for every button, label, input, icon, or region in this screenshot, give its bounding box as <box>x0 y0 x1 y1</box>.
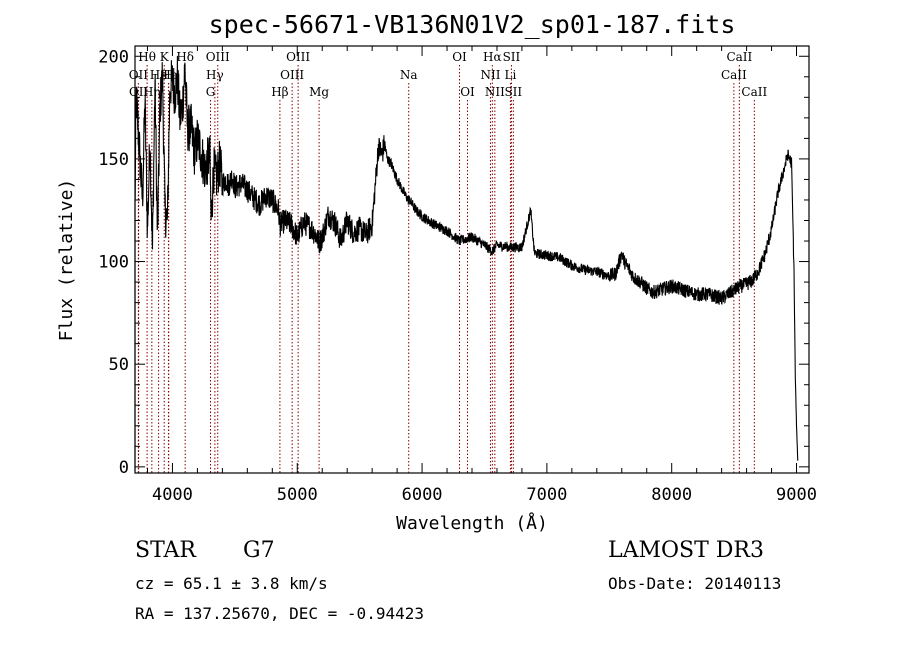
spectral-line-label: Hδ <box>176 50 194 64</box>
object-class: STAR <box>135 538 196 563</box>
spectral-line-label: CaII <box>726 50 752 64</box>
x-tick-label: 9000 <box>776 485 817 505</box>
spectral-line-label: K <box>160 50 170 64</box>
spectral-line-label: SII <box>503 50 521 64</box>
y-tick-label: 50 <box>109 355 129 375</box>
spectral-line-label: OIII <box>286 50 310 64</box>
spectral-line-label: NII <box>480 68 500 82</box>
spectral-line-label: H <box>163 68 173 82</box>
x-tick-label: 7000 <box>526 485 567 505</box>
spectral-line-label: Hα <box>483 50 502 64</box>
y-tick-label: 100 <box>98 253 129 273</box>
x-tick-label: 8000 <box>651 485 692 505</box>
y-axis-label: Flux (relative) <box>56 179 77 342</box>
x-tick-label: 4000 <box>152 485 193 505</box>
x-tick-label: 6000 <box>402 485 443 505</box>
y-tick-label: 0 <box>119 458 129 478</box>
y-tick-label: 200 <box>98 47 129 67</box>
spectral-line-label: Na <box>400 68 418 82</box>
object-subclass: G7 <box>243 538 275 563</box>
y-tick-label: 150 <box>98 150 129 170</box>
spectral-line-label: Li <box>505 68 517 82</box>
spectral-line-label: OII <box>129 85 149 99</box>
axis-ticks: 4000 5000 6000 7000 8000 9000 0 50 100 150 200 <box>98 46 817 505</box>
spectral-line-label: OIII <box>280 68 304 82</box>
spectral-line-label: Hβ <box>271 85 288 99</box>
plot-frame <box>134 45 810 474</box>
spectrum-line <box>134 55 799 471</box>
redshift-text: cz = 65.1 ± 3.8 km/s <box>135 574 328 593</box>
chart-title: spec-56671-VB136N01V2_sp01-187.fits <box>209 10 736 39</box>
spectral-line-label: Hη <box>143 85 161 99</box>
x-axis-label: Wavelength (Å) <box>396 512 548 534</box>
obs-date: Obs-Date: 20140113 <box>608 574 782 593</box>
x-tick-label: 5000 <box>277 485 318 505</box>
spectral-line-label: Hθ <box>138 50 156 64</box>
coordinates-text: RA = 137.25670, DEC = -0.94423 <box>135 604 424 623</box>
spectral-line-label: CaII <box>721 68 747 82</box>
spectral-line-label: CaII <box>741 85 767 99</box>
spectral-line-label: Hγ <box>206 68 224 82</box>
survey-name: LAMOST DR3 <box>608 538 764 563</box>
spectral-line-label: SII <box>504 85 522 99</box>
spectral-line-label: G <box>206 85 216 99</box>
spectral-line-label: OIII <box>206 50 230 64</box>
spectral-line-label: OI <box>460 85 475 99</box>
spectral-line-label: OI <box>452 50 467 64</box>
spectral-line-label: Mg <box>309 85 329 99</box>
spectral-line-label: NII <box>485 85 505 99</box>
spectral-line-label: OII <box>129 68 149 82</box>
